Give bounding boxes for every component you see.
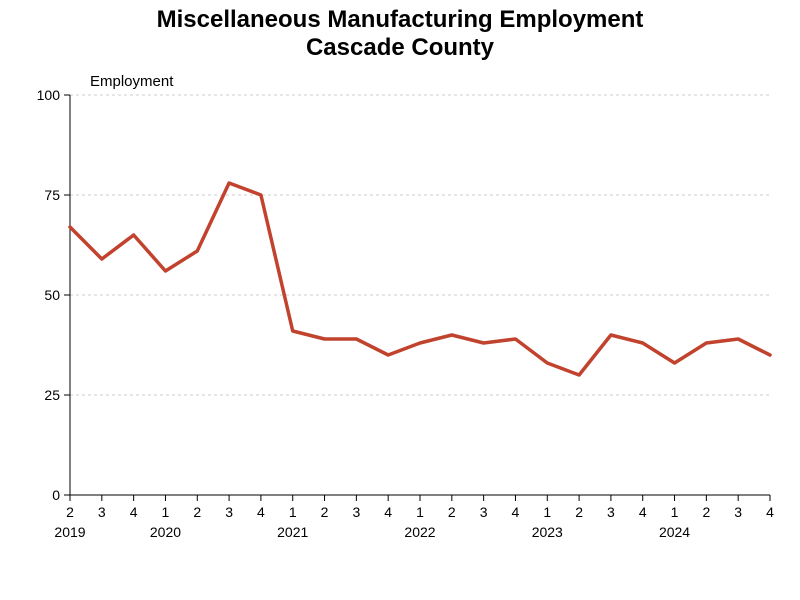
x-tick-quarter-label: 3 (480, 504, 488, 520)
x-tick-quarter-label: 4 (130, 504, 138, 520)
x-tick-quarter-label: 2 (448, 504, 456, 520)
x-tick-quarter-label: 3 (225, 504, 233, 520)
x-tick-quarter-label: 1 (671, 504, 679, 520)
x-tick-quarter-label: 4 (639, 504, 647, 520)
x-tick-quarter-label: 1 (543, 504, 551, 520)
y-tick-label: 100 (37, 87, 61, 103)
x-tick-year-label: 2023 (532, 524, 563, 540)
x-tick-year-label: 2024 (659, 524, 690, 540)
x-tick-quarter-label: 2 (575, 504, 583, 520)
x-tick-quarter-label: 4 (257, 504, 265, 520)
x-tick-quarter-label: 1 (416, 504, 424, 520)
chart-container: Miscellaneous Manufacturing Employment C… (0, 0, 800, 600)
x-tick-quarter-label: 1 (162, 504, 170, 520)
y-tick-label: 50 (44, 287, 60, 303)
x-tick-quarter-label: 1 (289, 504, 297, 520)
x-tick-quarter-label: 4 (766, 504, 774, 520)
y-tick-label: 25 (44, 387, 60, 403)
x-tick-year-label: 2022 (404, 524, 435, 540)
x-tick-year-label: 2019 (54, 524, 85, 540)
x-tick-quarter-label: 4 (384, 504, 392, 520)
x-tick-quarter-label: 2 (321, 504, 329, 520)
x-tick-quarter-label: 3 (607, 504, 615, 520)
chart-svg: 0 25 50 75 100 2 3 4 1 2 3 4 1 2 3 4 1 2 3 4 1 2 3 4 1 2 3 4 2019 202… (0, 0, 800, 600)
x-tick-quarter-label: 3 (734, 504, 742, 520)
x-tick-quarter-label: 3 (352, 504, 360, 520)
x-tick-quarter-label: 2 (702, 504, 710, 520)
y-tick-label: 75 (44, 187, 60, 203)
x-tick-quarter-label: 3 (98, 504, 106, 520)
x-tick-quarter-label: 2 (193, 504, 201, 520)
y-tick-label: 0 (52, 487, 60, 503)
x-tick-year-label: 2021 (277, 524, 308, 540)
x-tick-quarter-label: 2 (66, 504, 74, 520)
x-tick-year-label: 2020 (150, 524, 181, 540)
x-tick-quarter-label: 4 (512, 504, 520, 520)
data-line (70, 183, 770, 375)
